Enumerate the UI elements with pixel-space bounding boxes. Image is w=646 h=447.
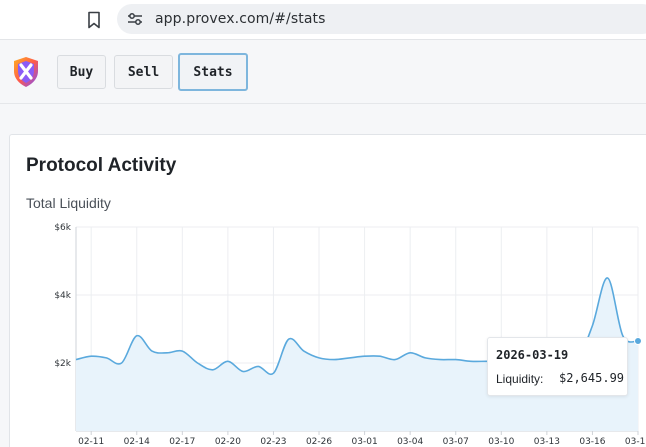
x-tick-label: 03-19 xyxy=(625,437,646,447)
x-tick-label: 02-26 xyxy=(306,437,332,447)
x-tick-label: 03-10 xyxy=(488,437,514,447)
x-tick-label: 02-20 xyxy=(215,437,241,447)
chart-label: Total Liquidity xyxy=(26,195,111,211)
nav-sell-button[interactable]: Sell xyxy=(114,55,173,89)
url-text[interactable]: app.provex.com/#/stats xyxy=(155,11,326,27)
page-title: Protocol Activity xyxy=(26,155,177,176)
x-tick-label: 02-14 xyxy=(124,437,150,447)
bookmark-icon[interactable] xyxy=(84,9,104,31)
x-tick-label: 02-23 xyxy=(260,437,286,447)
provex-logo[interactable] xyxy=(12,56,40,88)
y-tick-label: $6k xyxy=(54,223,71,233)
address-bar[interactable]: app.provex.com/#/stats xyxy=(117,4,646,34)
y-tick-label: $2k xyxy=(54,359,71,369)
tooltip-label: Liquidity: xyxy=(496,372,544,386)
browser-toolbar: app.provex.com/#/stats xyxy=(0,0,646,40)
x-tick-label: 03-16 xyxy=(579,437,605,447)
tooltip-value: $2,645.99 xyxy=(559,371,625,385)
tooltip-date: 2026-03-19 xyxy=(496,348,569,362)
nav-buy-button[interactable]: Buy xyxy=(57,55,106,89)
x-tick-label: 03-04 xyxy=(397,437,423,447)
highlight-point xyxy=(634,337,642,346)
y-tick-label: $4k xyxy=(54,291,71,301)
site-settings-icon[interactable] xyxy=(127,12,143,26)
x-tick-label: 02-17 xyxy=(169,437,195,447)
chart-tooltip: 2026-03-19 Liquidity: $2,645.99 xyxy=(487,337,628,396)
x-tick-label: 03-13 xyxy=(534,437,560,447)
x-tick-label: 03-01 xyxy=(352,437,378,447)
x-tick-label: 03-07 xyxy=(443,437,469,447)
app-header: Buy Sell Stats xyxy=(0,40,646,104)
nav-stats-button[interactable]: Stats xyxy=(178,53,248,91)
x-tick-label: 02-11 xyxy=(78,437,104,447)
